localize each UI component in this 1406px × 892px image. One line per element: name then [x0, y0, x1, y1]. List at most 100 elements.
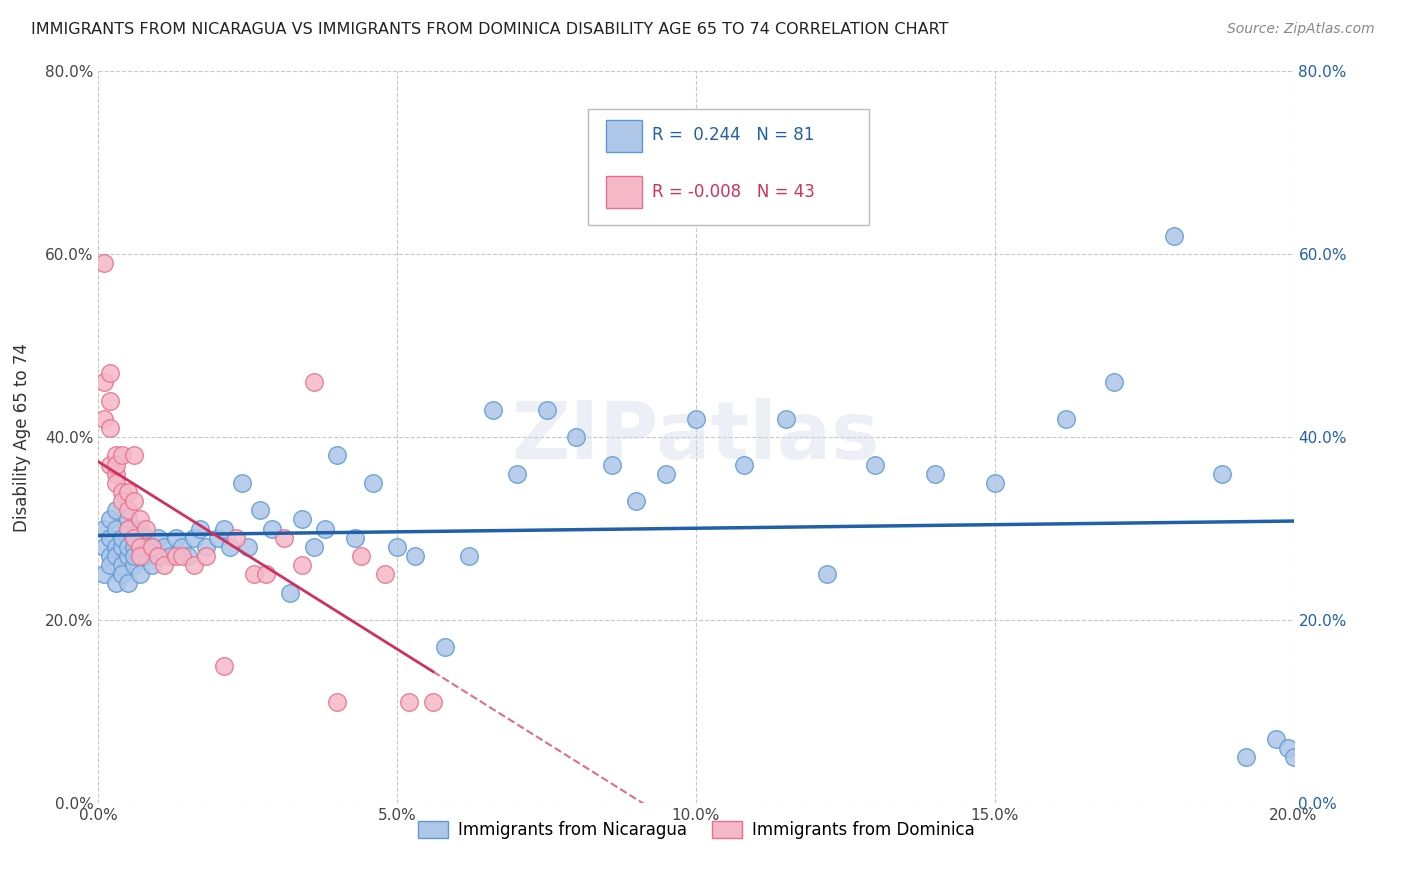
- Point: [117, 549, 139, 563]
- Text: Source: ZipAtlas.com: Source: ZipAtlas.com: [1227, 22, 1375, 37]
- Point: [865, 458, 887, 472]
- Point: [141, 540, 163, 554]
- Text: R =  0.244   N = 81: R = 0.244 N = 81: [652, 126, 814, 144]
- Point: [111, 531, 134, 545]
- Legend: Immigrants from Nicaragua, Immigrants from Dominica: Immigrants from Nicaragua, Immigrants fr…: [411, 814, 981, 846]
- Point: [249, 503, 271, 517]
- Point: [165, 531, 187, 545]
- Point: [506, 467, 529, 481]
- Point: [350, 549, 373, 563]
- Point: [93, 375, 115, 389]
- Point: [482, 402, 505, 417]
- Point: [105, 549, 128, 563]
- Point: [326, 695, 349, 709]
- Point: [1056, 412, 1078, 426]
- Point: [183, 558, 205, 573]
- Point: [159, 549, 181, 563]
- Point: [458, 549, 481, 563]
- Point: [98, 558, 122, 573]
- Point: [219, 540, 242, 554]
- Point: [195, 549, 218, 563]
- Point: [254, 567, 277, 582]
- Point: [183, 531, 205, 545]
- Point: [117, 521, 139, 535]
- Point: [93, 412, 115, 426]
- Point: [434, 640, 457, 655]
- Point: [117, 503, 139, 517]
- Point: [105, 458, 128, 472]
- Text: IMMIGRANTS FROM NICARAGUA VS IMMIGRANTS FROM DOMINICA DISABILITY AGE 65 TO 74 CO: IMMIGRANTS FROM NICARAGUA VS IMMIGRANTS …: [31, 22, 949, 37]
- Point: [1104, 375, 1126, 389]
- Point: [243, 567, 266, 582]
- Point: [129, 549, 152, 563]
- Point: [1264, 731, 1286, 746]
- Point: [117, 521, 139, 535]
- Point: [124, 540, 146, 554]
- Point: [98, 531, 122, 545]
- Point: [148, 531, 170, 545]
- Point: [111, 540, 134, 554]
- Point: [291, 512, 314, 526]
- Point: [260, 521, 283, 535]
- Point: [924, 467, 946, 481]
- Point: [984, 475, 1007, 490]
- Point: [105, 475, 128, 490]
- Point: [105, 576, 128, 591]
- Point: [172, 540, 194, 554]
- Point: [273, 531, 295, 545]
- Point: [153, 540, 176, 554]
- Point: [1211, 467, 1233, 481]
- Point: [124, 448, 146, 462]
- Point: [188, 521, 211, 535]
- Point: [374, 567, 396, 582]
- Point: [422, 695, 444, 709]
- Point: [536, 402, 558, 417]
- Point: [775, 412, 797, 426]
- Point: [1282, 750, 1305, 764]
- Point: [98, 549, 122, 563]
- Point: [117, 512, 139, 526]
- Point: [344, 531, 367, 545]
- Point: [231, 475, 253, 490]
- Point: [117, 540, 139, 554]
- Point: [98, 366, 122, 380]
- FancyBboxPatch shape: [606, 120, 643, 152]
- Point: [565, 430, 588, 444]
- Point: [1234, 750, 1257, 764]
- Point: [124, 531, 146, 545]
- Point: [111, 448, 134, 462]
- Point: [398, 695, 420, 709]
- Point: [93, 540, 115, 554]
- Point: [111, 494, 134, 508]
- Point: [655, 467, 678, 481]
- Point: [207, 531, 229, 545]
- Point: [93, 567, 115, 582]
- Point: [129, 531, 152, 545]
- Point: [685, 412, 707, 426]
- Point: [291, 558, 314, 573]
- Point: [212, 521, 235, 535]
- Point: [124, 558, 146, 573]
- Point: [98, 393, 122, 408]
- Point: [602, 458, 624, 472]
- Point: [212, 658, 235, 673]
- Point: [326, 448, 349, 462]
- Point: [165, 549, 187, 563]
- Point: [195, 540, 218, 554]
- Point: [105, 448, 128, 462]
- Point: [111, 485, 134, 500]
- Point: [105, 467, 128, 481]
- Point: [135, 521, 157, 535]
- Y-axis label: Disability Age 65 to 74: Disability Age 65 to 74: [13, 343, 31, 532]
- Point: [98, 512, 122, 526]
- FancyBboxPatch shape: [589, 110, 869, 225]
- Point: [129, 567, 152, 582]
- Point: [141, 558, 163, 573]
- Point: [111, 567, 134, 582]
- Point: [626, 494, 648, 508]
- Point: [117, 576, 139, 591]
- Point: [93, 521, 115, 535]
- Point: [105, 540, 128, 554]
- Point: [129, 540, 152, 554]
- Point: [153, 558, 176, 573]
